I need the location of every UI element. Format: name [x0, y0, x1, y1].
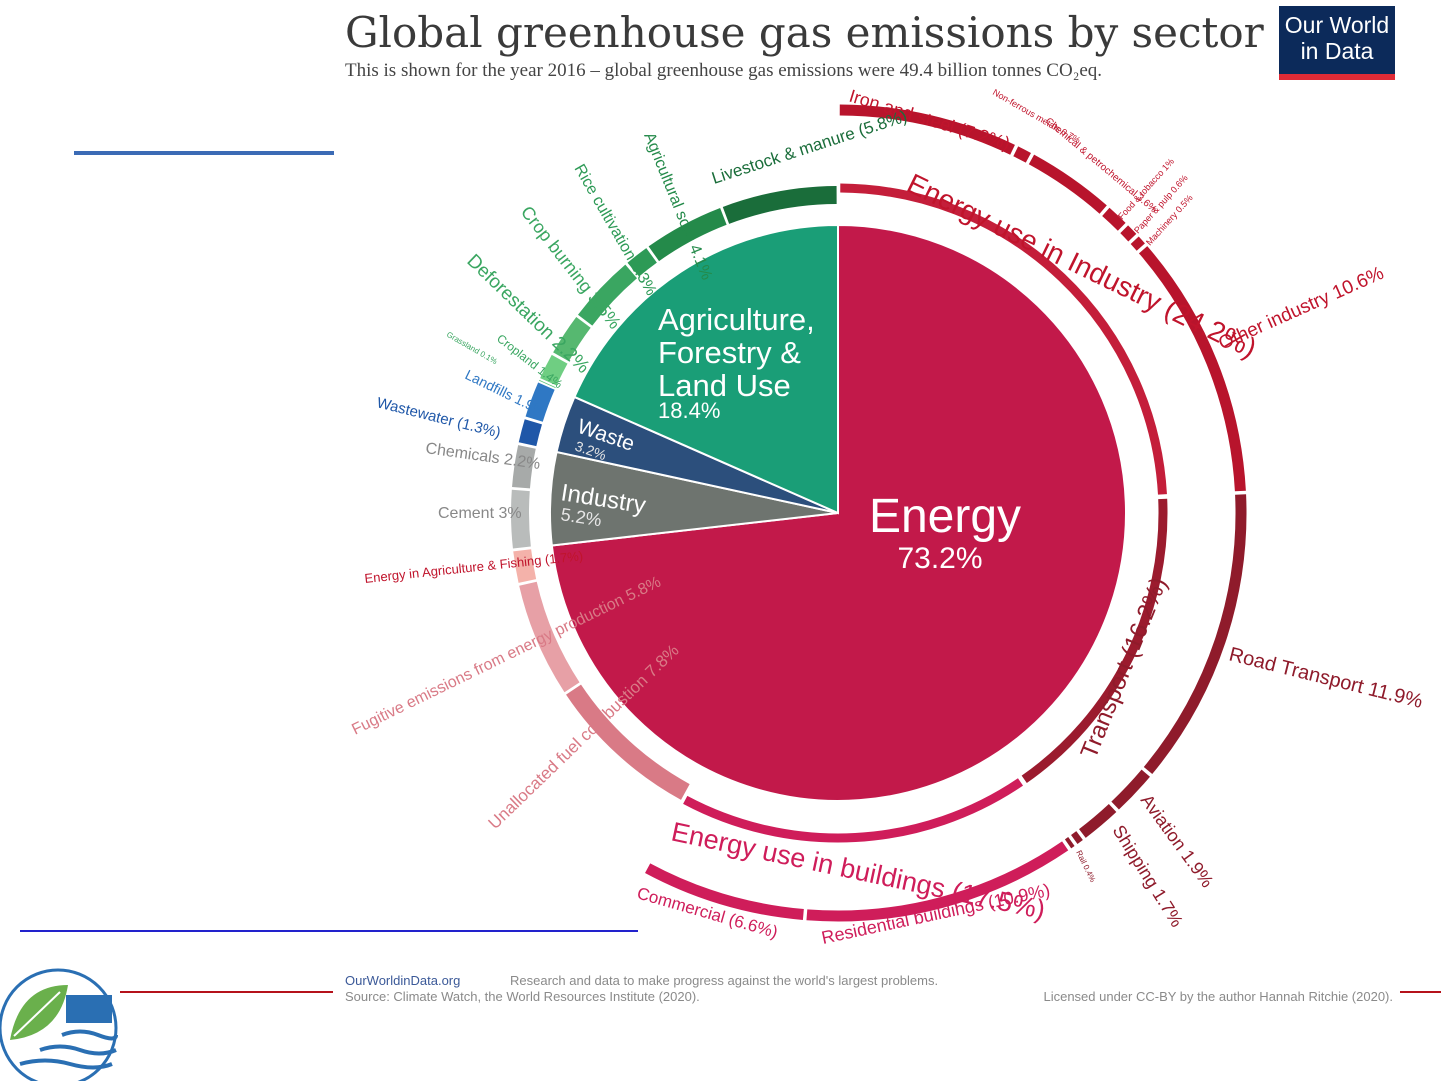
outer-segment-fugitive-emissions-from-energy-production-5-8	[519, 581, 580, 693]
ring-label-grassland-0-1: Grassland 0.1%	[445, 330, 499, 366]
middle-ring-energy-use-in-buildings-17-5	[683, 778, 1024, 843]
outer-segment-chemicals-2-2	[512, 445, 536, 489]
middle-ring-energy-use-in-industry-24-2	[840, 183, 1167, 495]
pie-value-agriculture: 18.4%	[658, 398, 720, 423]
owid-logo[interactable]: Our World in Data	[1279, 6, 1395, 80]
outer-segment-rice-cultivation-1-3	[627, 248, 657, 277]
ring-label-rail-0-4: Rail 0.4%	[1074, 849, 1097, 884]
pie-label-agriculture-line-3: Land Use	[658, 368, 791, 403]
footer-source: Source: Climate Watch, the World Resourc…	[345, 989, 700, 1004]
outer-segment-road-transport-11-9	[1143, 494, 1247, 774]
footer-license: Licensed under CC-BY by the author Hanna…	[1043, 989, 1393, 1004]
owid-logo-line2: in Data	[1300, 38, 1374, 64]
outer-segment-machinery-0-5	[1130, 236, 1145, 251]
chart-subtitle: This is shown for the year 2016 – global…	[345, 60, 1102, 81]
organization-logo-icon	[0, 968, 118, 1081]
outer-segment-pipeline-0-3	[1064, 837, 1075, 849]
outer-segment-unallocated-fuel-combustion-7-8	[566, 684, 690, 800]
outer-segment-livestock-manure-5-8	[722, 186, 837, 224]
ring-label-wastewater-1-3: Wastewater (1.3%)	[375, 394, 502, 441]
ring-label-unallocated-fuel-combustion-7-8: Unallocated fuel combustion 7.8%	[485, 641, 683, 833]
outer-segment-other-industry-10-6	[1138, 246, 1246, 492]
outer-segment-residential-buildings-10-9	[806, 841, 1069, 922]
ring-label-cement-3: Cement 3%	[438, 505, 522, 522]
outer-segment-wastewater-1-3	[518, 419, 542, 447]
ring-label-energy-in-agriculture-fishing-1-7: Energy in Agriculture & Fishing (1.7%)	[364, 548, 584, 586]
footer-tagline: Research and data to make progress again…	[510, 973, 938, 988]
outer-segment-paper-pulp-0-6	[1120, 225, 1137, 242]
pie-label-energy: Energy	[869, 490, 1021, 543]
outer-segment-commercial-6-6	[645, 863, 804, 920]
footer-org[interactable]: OurWorldinData.org	[345, 973, 460, 988]
outer-segment-landfills-1-9	[525, 382, 555, 422]
pie	[549, 223, 1127, 802]
outer-segment-energy-in-agriculture-fishing-1-7	[513, 549, 537, 583]
outer-segment-non-ferrous-metals-0-7	[1013, 146, 1031, 163]
outer-segment-shipping-1-7	[1079, 803, 1117, 838]
owid-logo-bar	[1279, 74, 1395, 80]
pie-label-agriculture-line-1: Agriculture,	[658, 302, 815, 337]
outer-segment-crop-burning-3-5	[577, 264, 638, 326]
middle-ring	[683, 183, 1168, 843]
outer-segment-agricultural-soils-4-1	[648, 207, 727, 262]
ring-label-chemicals-2-2: Chemicals 2.2%	[424, 440, 541, 473]
pie-slice-agriculture-forestry-land-use	[573, 223, 839, 515]
ring-label-other-industry-10-6: Other industry 10.6%	[1215, 263, 1387, 355]
outer-segment-rail-0-4	[1071, 831, 1083, 844]
owid-logo-line1: Our World	[1284, 12, 1390, 38]
ring-label-road-transport-11-9: Road Transport 11.9%	[1227, 644, 1425, 713]
outer-segment-chemical-petrochemical-3-6	[1028, 154, 1107, 214]
outer-segment-food-tobacco-1	[1102, 207, 1126, 231]
outer-segment-cropland-1-4	[540, 354, 568, 386]
pie-label-agriculture-line-2: Forestry &	[658, 335, 801, 370]
pie-value-energy: 73.2%	[897, 542, 982, 575]
outer-segment-deforestation-2-2	[553, 316, 591, 362]
ring-label-livestock-manure-5-8: Livestock & manure (5.8%)	[709, 107, 909, 188]
outer-segment-iron-and-steel-7-2	[839, 104, 1015, 155]
outer-segment-cement-3	[511, 489, 531, 549]
outer-ring	[511, 104, 1247, 922]
chart-title: Global greenhouse gas emissions by secto…	[345, 8, 1265, 57]
outer-segment-aviation-1-9	[1111, 769, 1150, 810]
middle-ring-transport-16-2	[1021, 498, 1168, 784]
